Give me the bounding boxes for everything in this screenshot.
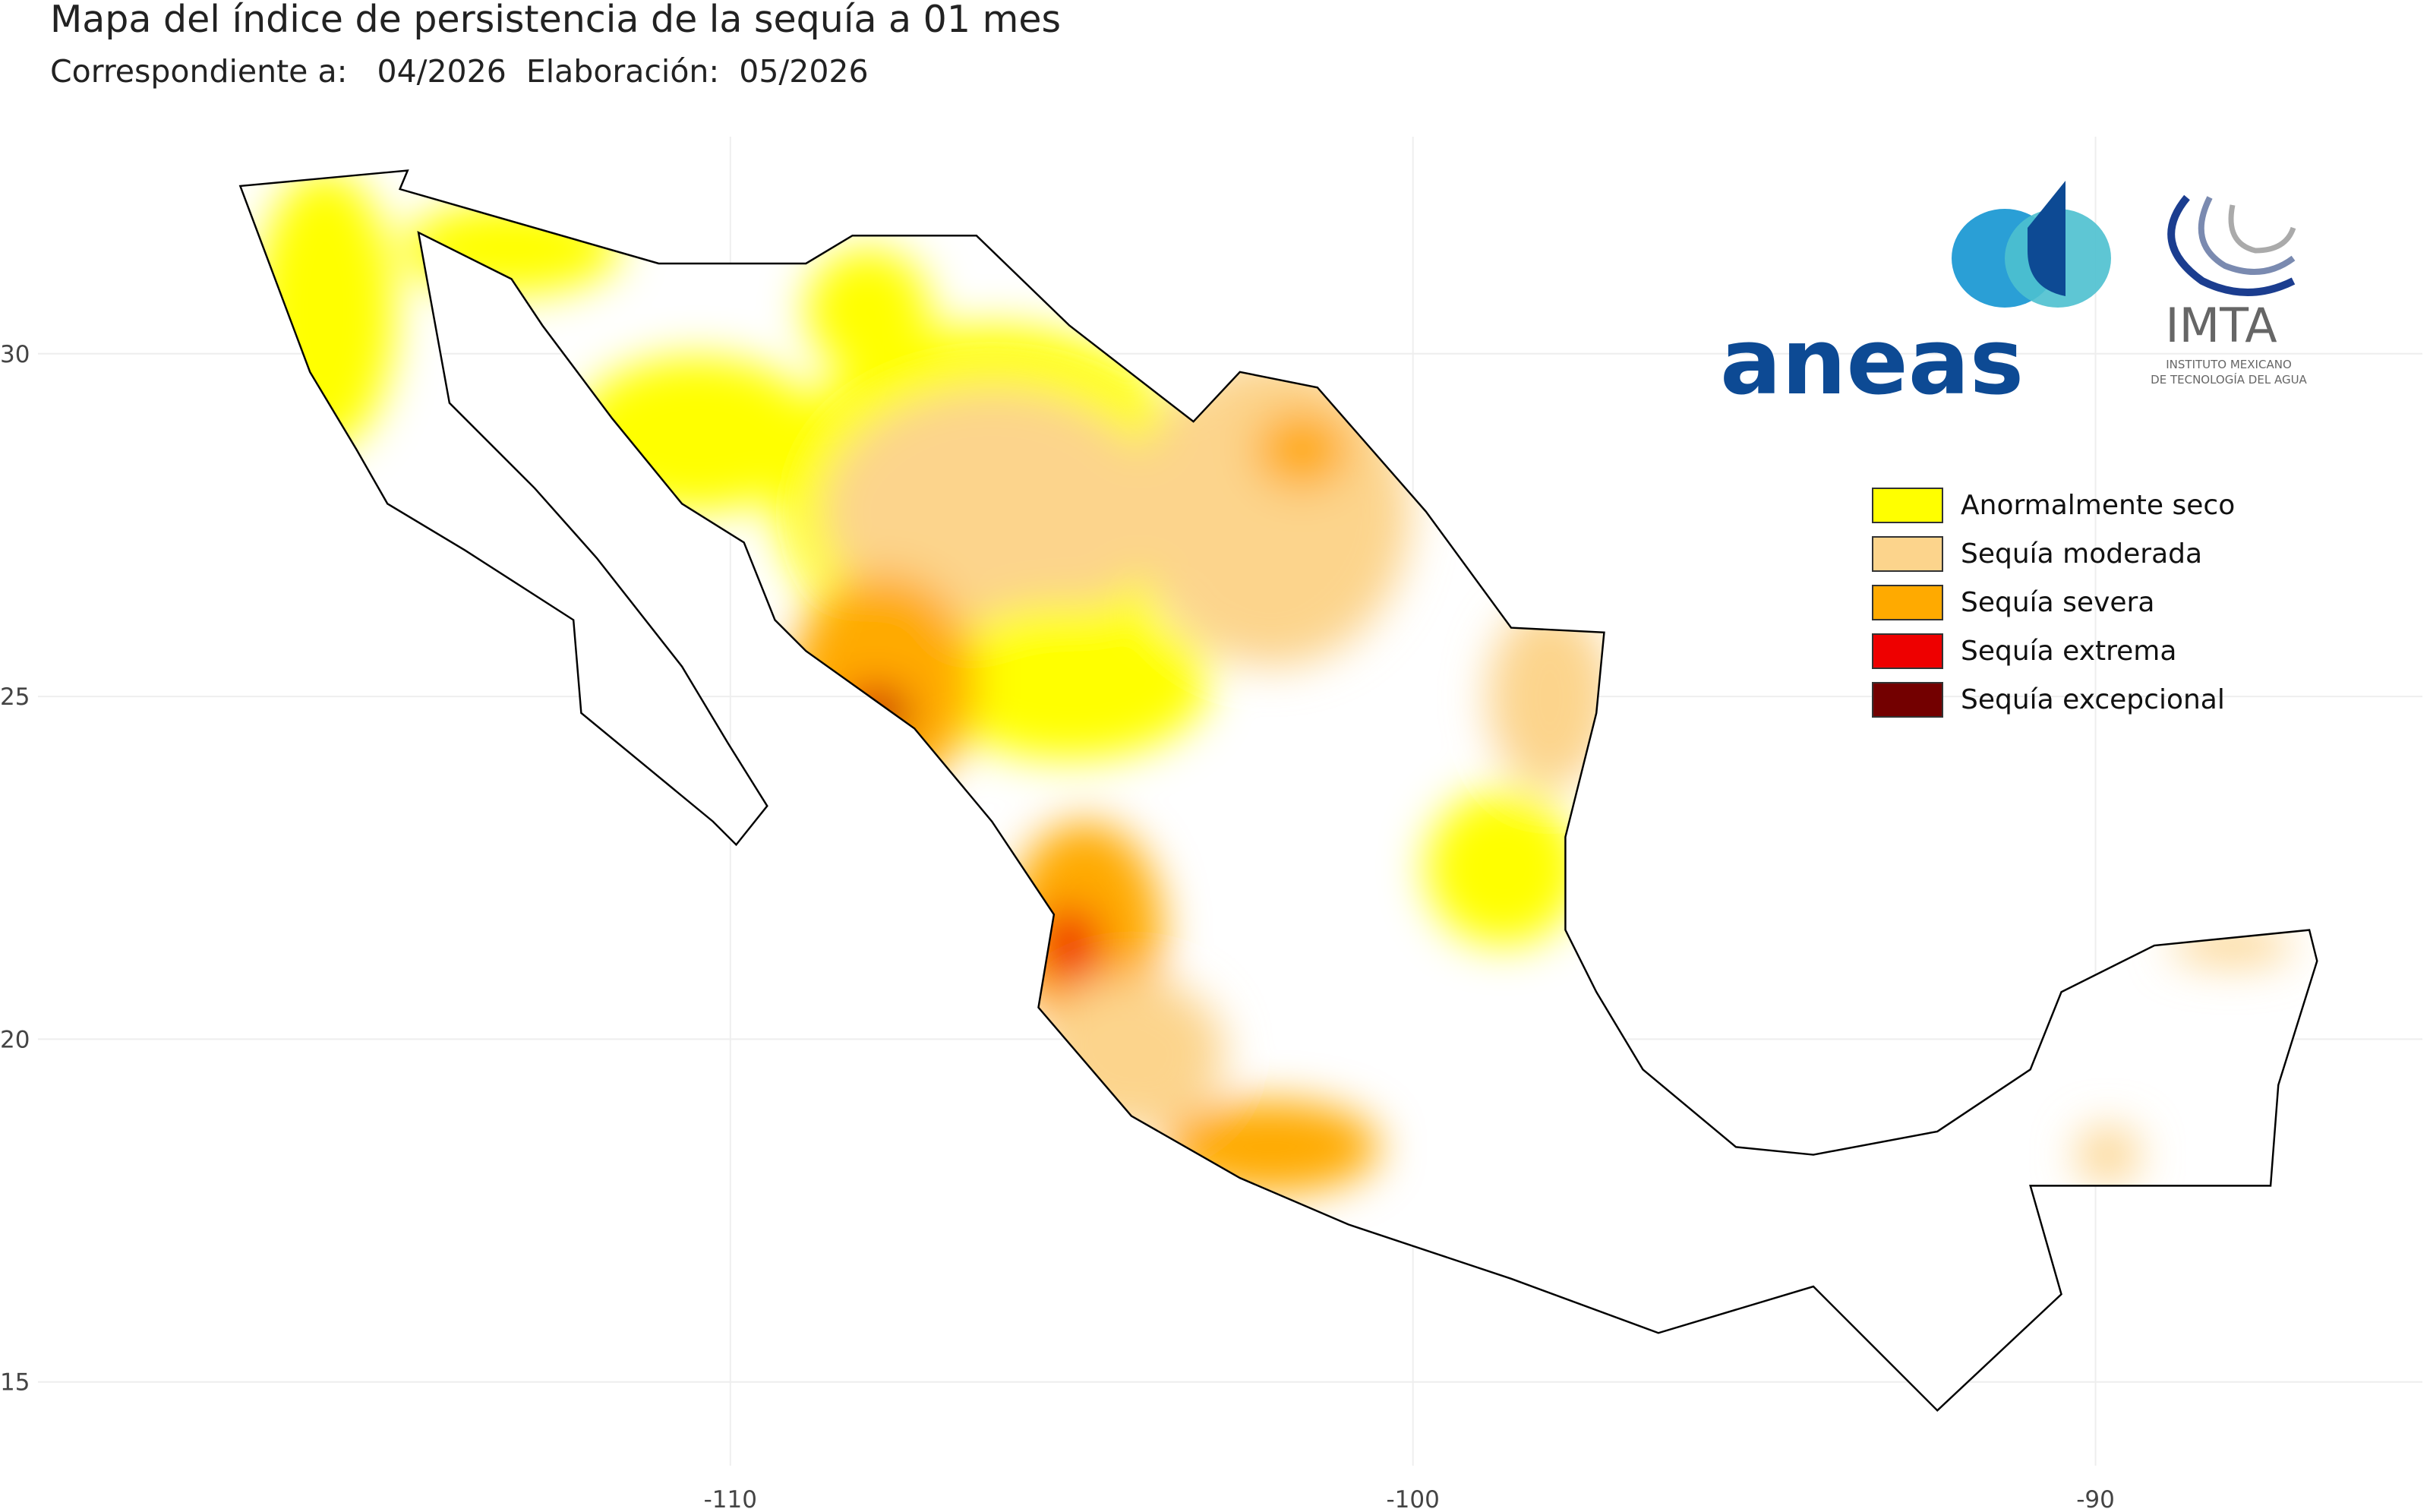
- legend-swatch: [1872, 585, 1943, 620]
- legend-label: Sequía moderada: [1961, 538, 2202, 570]
- legend-swatch: [1872, 536, 1943, 572]
- legend-label: Sequía severa: [1961, 587, 2154, 618]
- legend-swatch: [1872, 488, 1943, 523]
- legend: Anormalmente seco Sequía moderada Sequía s…: [1872, 488, 2235, 718]
- aneas-logo: aneas: [1720, 181, 2111, 415]
- aneas-text: aneas: [1720, 310, 2024, 415]
- map-subtitle: Correspondiente a: 04/2026 Elaboración: …: [50, 53, 869, 90]
- y-tick-label: 30: [0, 341, 30, 368]
- legend-swatch: [1872, 633, 1943, 669]
- drought-areas: [255, 170, 2294, 1194]
- y-tick-label: 20: [0, 1026, 30, 1053]
- legend-label: Sequía excepcional: [1961, 684, 2225, 715]
- y-tick-label: 15: [0, 1369, 30, 1397]
- x-tick-label: -100: [1386, 1486, 1439, 1509]
- imta-line: DE TECNOLOGÍA DEL AGUA: [2151, 372, 2307, 387]
- country: [239, 169, 2318, 1412]
- x-tick-label: -90: [2076, 1486, 2115, 1509]
- imta-text: IMTA: [2165, 298, 2277, 353]
- y-tick-label: 25: [0, 683, 30, 711]
- legend-swatch: [1872, 682, 1943, 718]
- x-tick-label: -110: [704, 1486, 757, 1509]
- legend-label: Sequía extrema: [1961, 636, 2176, 667]
- map-title: Mapa del índice de persistencia de la se…: [50, 0, 1061, 41]
- legend-label: Anormalmente seco: [1961, 490, 2235, 521]
- imta-logo: IMTA INSTITUTO MEXICANO DE TECNOLOGÍA DE…: [2151, 194, 2308, 387]
- imta-line: INSTITUTO MEXICANO: [2166, 358, 2292, 371]
